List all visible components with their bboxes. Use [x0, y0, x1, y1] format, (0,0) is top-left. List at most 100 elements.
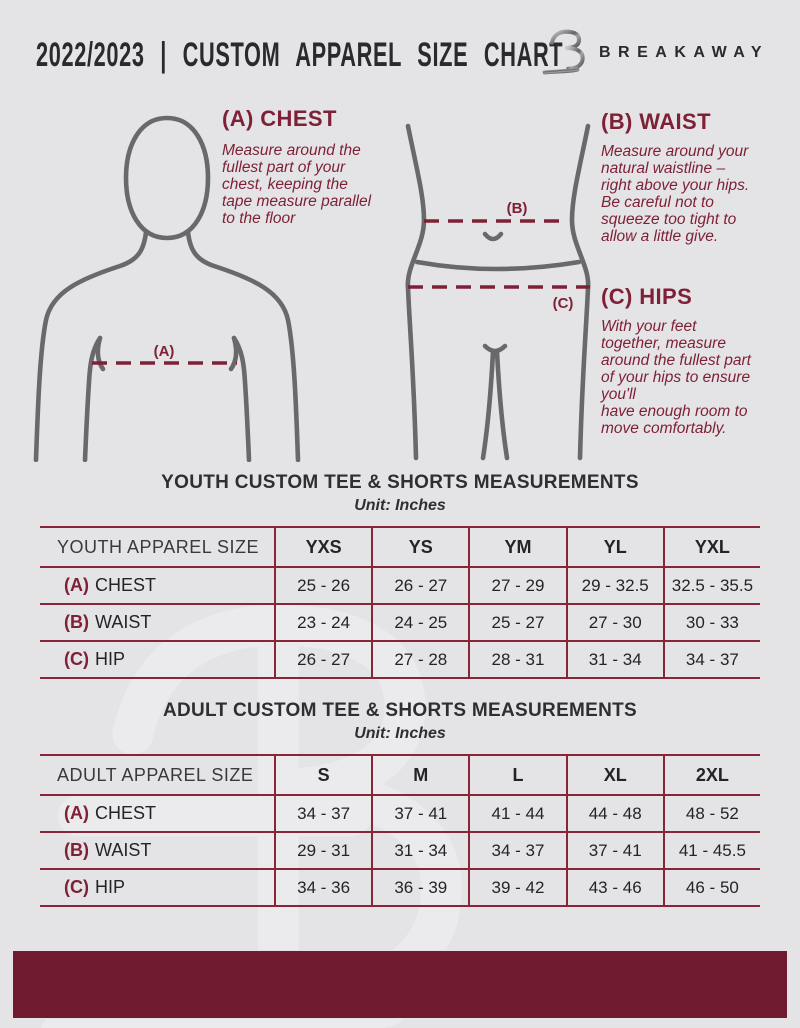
measurement-value: 25 - 26 — [274, 568, 371, 603]
brand-name: BREAKAWAY — [599, 44, 770, 61]
waist-instructions: Measure around your natural waistline – … — [601, 143, 750, 245]
size-column-header: YM — [468, 528, 565, 566]
size-column-header: XL — [565, 756, 663, 794]
measurement-value: 34 - 36 — [274, 870, 371, 905]
measurement-value: 27 - 29 — [468, 568, 565, 603]
measurement-value: 44 - 48 — [565, 796, 663, 831]
measurement-row: (C) HIP 26 - 27 27 - 28 28 - 31 31 - 34 34 - 3… — [40, 640, 760, 677]
row-marker: (B) — [64, 840, 89, 860]
size-column-header: YS — [371, 528, 468, 566]
row-label: (B) WAIST — [40, 833, 274, 868]
left-shoulder-outline — [33, 229, 149, 462]
crotch-curve — [482, 343, 508, 354]
adult-size-table: ADULT APPAREL SIZE S M L XL 2XL (A) CHEST 34 -… — [40, 754, 760, 907]
footer-bar — [12, 950, 788, 1019]
chest-heading: (A) CHEST — [222, 106, 337, 131]
row-label-text: CHEST — [95, 803, 157, 823]
measurement-value: 37 - 41 — [371, 796, 468, 831]
right-arm-inner — [231, 335, 252, 462]
measurement-value: 37 - 41 — [565, 833, 663, 868]
measurement-value: 43 - 46 — [565, 870, 663, 905]
adult-table-title: ADULT CUSTOM TEE & SHORTS MEASUREMENTS — [162, 700, 638, 721]
measurement-row: (C) HIP 34 - 36 36 - 39 39 - 42 43 - 46 46 - 5… — [40, 868, 760, 905]
row-label-text: WAIST — [95, 840, 152, 860]
measurement-value: 34 - 37 — [662, 642, 760, 677]
row-label: (B) WAIST — [40, 605, 274, 640]
measurement-value: 26 - 27 — [371, 568, 468, 603]
table-header-row: YOUTH APPAREL SIZE YXS YS YM YL YXL — [40, 526, 760, 566]
left-arm-inner — [82, 335, 103, 462]
measurement-value: 27 - 30 — [565, 605, 663, 640]
size-column-header: 2XL — [662, 756, 760, 794]
left-inner-leg — [480, 349, 496, 461]
navel-mark — [482, 231, 504, 242]
right-shoulder-outline — [185, 229, 301, 462]
measurement-value: 29 - 31 — [274, 833, 371, 868]
measurement-row: (B) WAIST 23 - 24 24 - 25 25 - 27 27 - 30 30 -… — [40, 603, 760, 640]
measurement-value: 31 - 34 — [565, 642, 663, 677]
measurement-value: 27 - 28 — [371, 642, 468, 677]
hip-crease-line — [414, 259, 582, 272]
measurement-value: 28 - 31 — [468, 642, 565, 677]
hips-heading: (C) HIPS — [601, 284, 693, 309]
chest-figure-illustration: (A) — [33, 115, 301, 462]
left-torso-outline — [405, 123, 427, 461]
size-column-header: YXS — [274, 528, 371, 566]
row-label-text: WAIST — [95, 612, 152, 632]
size-column-header: YL — [565, 528, 663, 566]
measurement-row: (A) CHEST 34 - 37 37 - 41 41 - 44 44 - 48 48 -… — [40, 794, 760, 831]
measurement-value: 31 - 34 — [371, 833, 468, 868]
head-outline — [123, 115, 211, 241]
row-label: (C) HIP — [40, 870, 274, 905]
measurement-value: 26 - 27 — [274, 642, 371, 677]
row-marker: (A) — [64, 575, 89, 595]
measurement-value: 29 - 32.5 — [565, 568, 663, 603]
measurement-value: 34 - 37 — [274, 796, 371, 831]
size-column-label: ADULT APPAREL SIZE — [57, 764, 254, 785]
chest-instructions: Measure around the fullest part of your … — [222, 142, 372, 227]
measurement-value: 34 - 37 — [468, 833, 565, 868]
youth-size-table: YOUTH APPAREL SIZE YXS YS YM YL YXL (A) CHEST… — [40, 526, 760, 679]
left-armpit — [95, 335, 106, 372]
page-title: 2022/2023 | CUSTOM APPAREL SIZE CHART — [36, 36, 564, 74]
row-label: (A) CHEST — [40, 796, 274, 831]
hips-marker-label: (C) — [553, 295, 574, 312]
chest-marker-label: (A) — [154, 343, 175, 360]
row-label: (C) HIP — [40, 642, 274, 677]
adult-table-unit: Unit: Inches — [354, 725, 446, 742]
waist-hips-figure-illustration: (B) (C) — [405, 123, 591, 461]
row-label-text: HIP — [95, 877, 126, 897]
measurement-value: 46 - 50 — [662, 870, 760, 905]
measurement-row: (A) CHEST 25 - 26 26 - 27 27 - 29 29 - 32.5 32… — [40, 566, 760, 603]
size-column-header: M — [371, 756, 468, 794]
measurement-value: 32.5 - 35.5 — [662, 568, 760, 603]
row-marker: (B) — [64, 612, 89, 632]
row-label-text: HIP — [95, 649, 126, 669]
row-label-text: CHEST — [95, 575, 157, 595]
measurement-value: 39 - 42 — [468, 870, 565, 905]
table-header-row: ADULT APPAREL SIZE S M L XL 2XL — [40, 754, 760, 794]
hips-instructions: With your feet together, measure around … — [601, 318, 751, 437]
breakaway-b-monogram-icon — [542, 29, 585, 75]
measurement-value: 25 - 27 — [468, 605, 565, 640]
row-marker: (C) — [64, 649, 89, 669]
youth-table-title: YOUTH CUSTOM TEE & SHORTS MEASUREMENTS — [161, 472, 639, 493]
size-column-header: YXL — [662, 528, 760, 566]
youth-measurements-section: YOUTH CUSTOM TEE & SHORTS MEASUREMENTS U… — [40, 472, 760, 684]
size-column-header: S — [274, 756, 371, 794]
waist-marker-label: (B) — [507, 200, 528, 217]
youth-table-unit: Unit: Inches — [354, 497, 446, 514]
measurement-row: (B) WAIST 29 - 31 31 - 34 34 - 37 37 - 41 41 -… — [40, 831, 760, 868]
adult-measurements-section: ADULT CUSTOM TEE & SHORTS MEASUREMENTS U… — [40, 700, 760, 912]
row-label: (A) CHEST — [40, 568, 274, 603]
right-armpit — [228, 335, 239, 372]
measurement-value: 30 - 33 — [662, 605, 760, 640]
row-marker: (A) — [64, 803, 89, 823]
size-column-label: YOUTH APPAREL SIZE — [57, 536, 260, 557]
measurement-value: 23 - 24 — [274, 605, 371, 640]
measurement-value: 48 - 52 — [662, 796, 760, 831]
measurement-value: 41 - 44 — [468, 796, 565, 831]
size-column-header: L — [468, 756, 565, 794]
right-inner-leg — [494, 349, 510, 461]
